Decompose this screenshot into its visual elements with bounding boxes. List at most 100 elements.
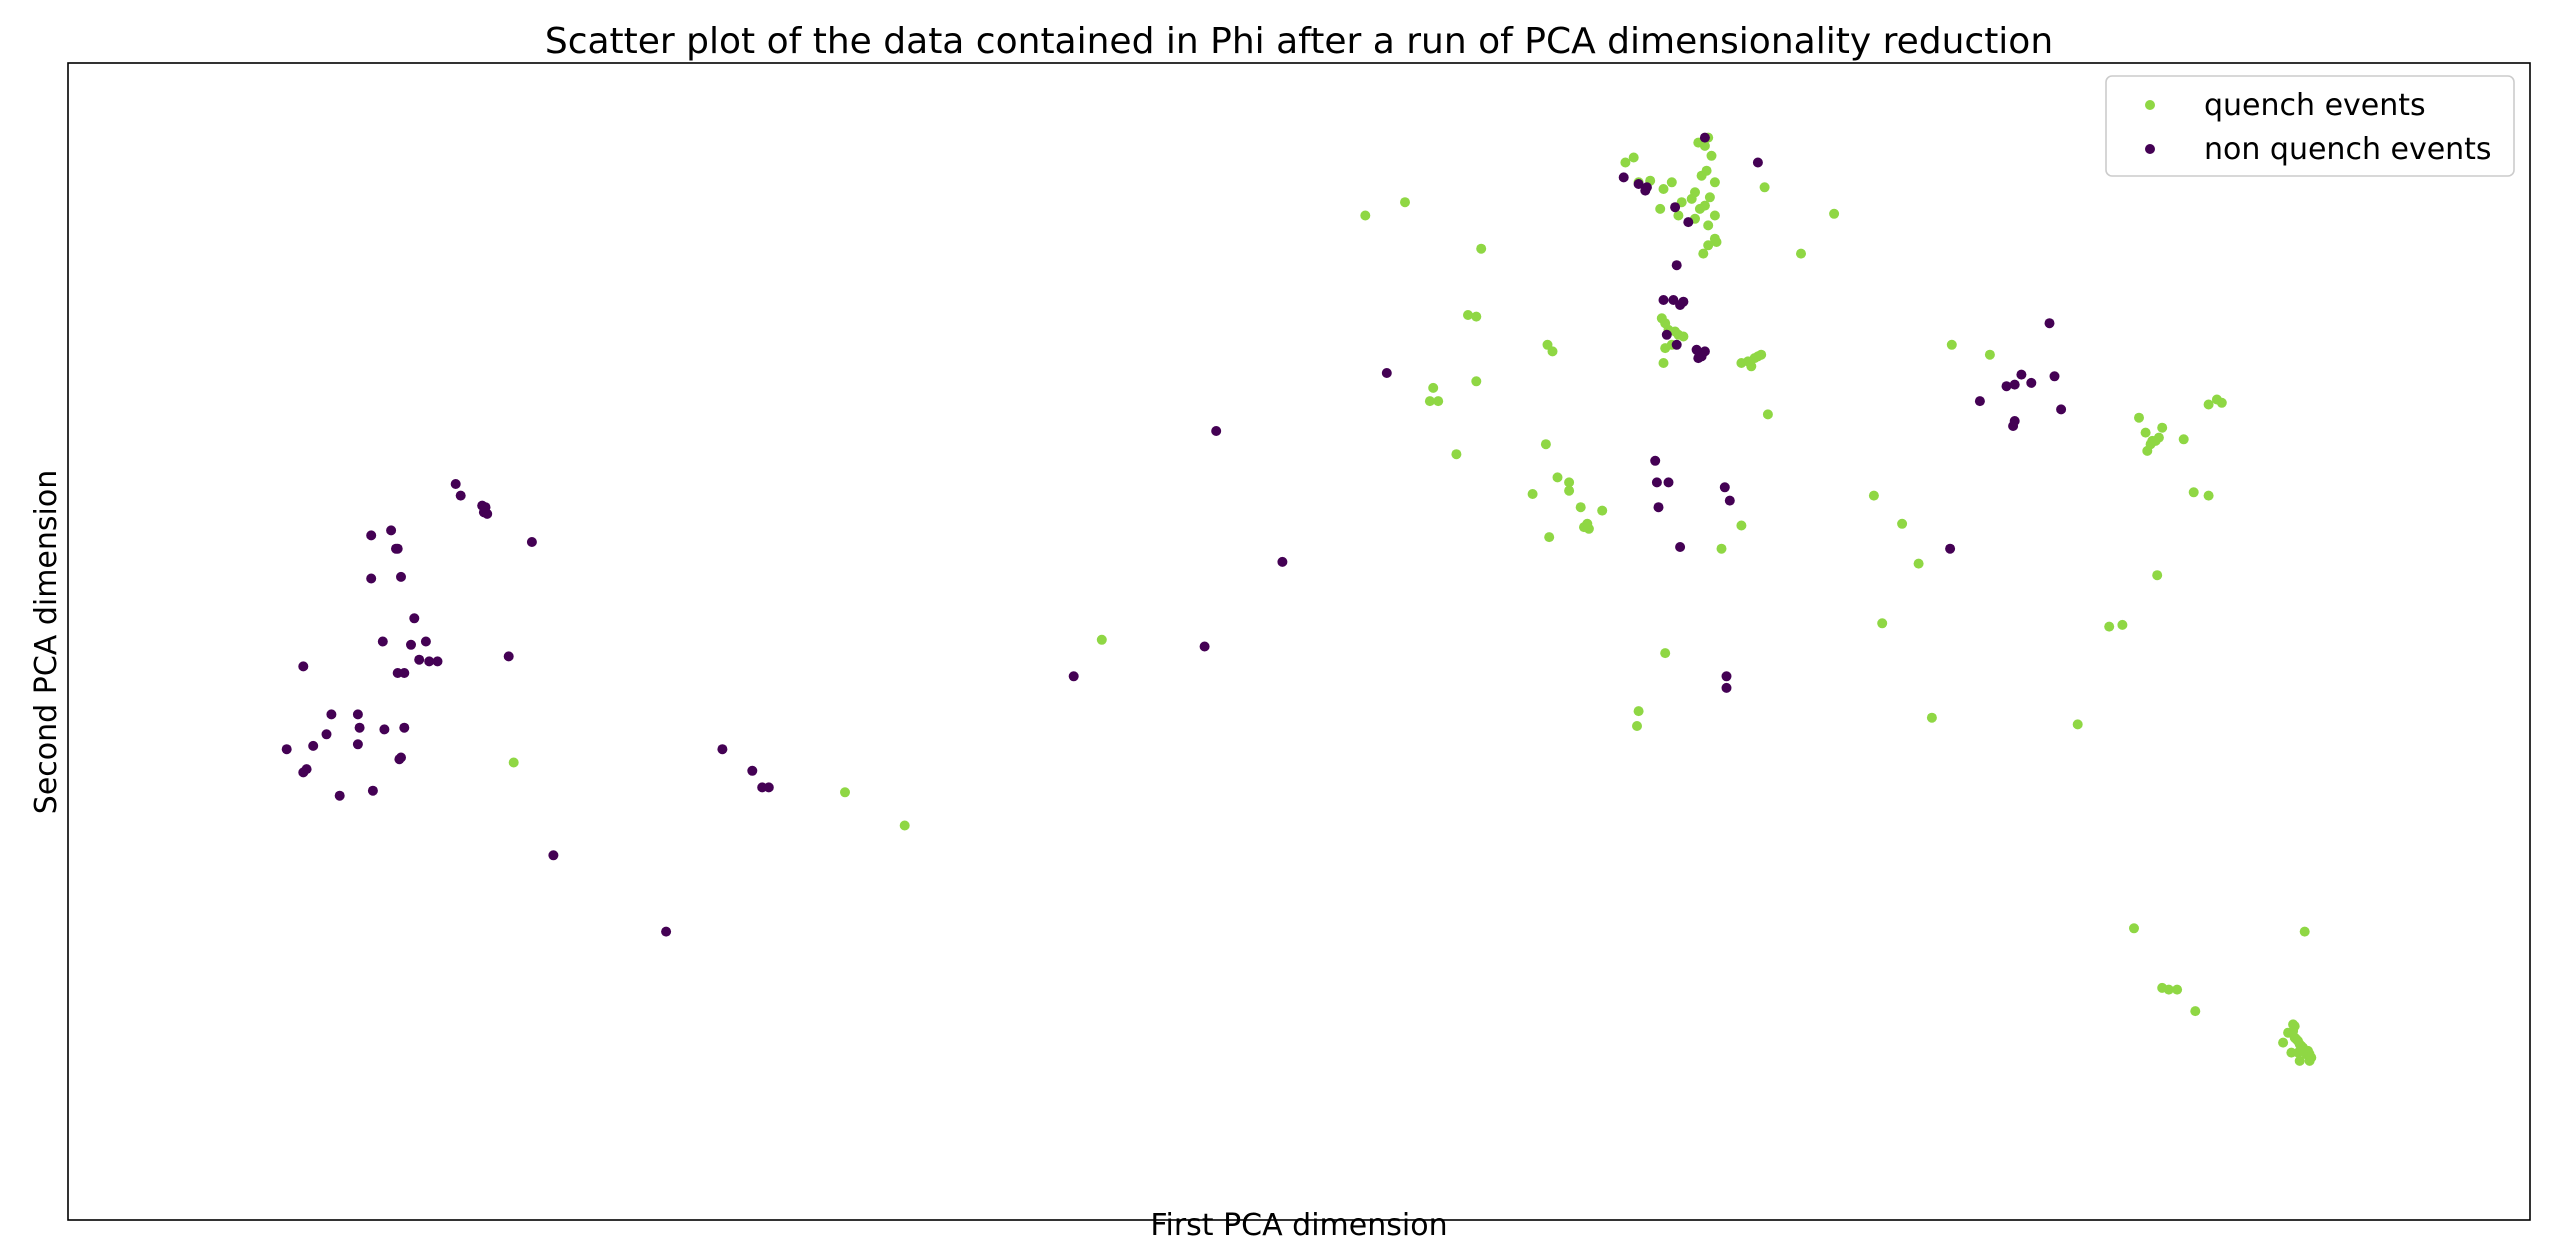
point-non-quench-events-29 bbox=[406, 639, 416, 650]
point-quench-events-48 bbox=[1698, 248, 1709, 259]
point-non-quench-events-45 bbox=[1068, 671, 1079, 682]
legend-label-non-quench-events: non quench events bbox=[2204, 132, 2492, 167]
point-non-quench-events-42 bbox=[747, 765, 758, 776]
point-non-quench-events-3 bbox=[298, 767, 309, 778]
point-quench-events-98 bbox=[2072, 719, 2083, 730]
point-quench-events-80 bbox=[1984, 349, 1995, 360]
point-non-quench-events-88 bbox=[1945, 543, 1956, 554]
point-non-quench-events-68 bbox=[1691, 344, 1702, 355]
point-quench-events-1 bbox=[840, 787, 850, 798]
point-quench-events-41 bbox=[1701, 165, 1712, 176]
point-quench-events-78 bbox=[1926, 712, 1937, 723]
point-non-quench-events-9 bbox=[352, 709, 363, 720]
point-quench-events-15 bbox=[1547, 346, 1558, 357]
point-quench-events-53 bbox=[1690, 187, 1700, 198]
point-non-quench-events-36 bbox=[480, 502, 491, 513]
point-non-quench-events-74 bbox=[1719, 482, 1730, 493]
point-quench-events-73 bbox=[1762, 409, 1773, 420]
point-quench-events-108 bbox=[2190, 1006, 2201, 1017]
point-quench-events-95 bbox=[2104, 621, 2115, 632]
point-quench-events-106 bbox=[2163, 984, 2174, 995]
point-quench-events-0 bbox=[508, 757, 519, 768]
point-quench-events-42 bbox=[1704, 192, 1715, 203]
point-quench-events-2 bbox=[899, 820, 910, 831]
legend-box bbox=[2105, 75, 2515, 177]
point-non-quench-events-83 bbox=[2026, 377, 2037, 388]
point-non-quench-events-7 bbox=[352, 739, 363, 750]
point-quench-events-22 bbox=[1575, 502, 1586, 513]
point-non-quench-events-38 bbox=[526, 537, 537, 547]
point-non-quench-events-25 bbox=[392, 543, 403, 554]
point-quench-events-16 bbox=[1540, 439, 1551, 450]
point-quench-events-12 bbox=[1471, 376, 1482, 387]
point-non-quench-events-70 bbox=[1651, 477, 1662, 488]
point-quench-events-28 bbox=[1620, 157, 1631, 168]
point-quench-events-94 bbox=[2203, 490, 2214, 501]
point-non-quench-events-53 bbox=[1641, 182, 1652, 193]
point-quench-events-5 bbox=[1400, 197, 1410, 208]
point-quench-events-31 bbox=[1655, 203, 1666, 214]
point-non-quench-events-57 bbox=[1683, 217, 1694, 228]
point-non-quench-events-69 bbox=[1650, 455, 1661, 466]
point-quench-events-7 bbox=[1463, 310, 1473, 320]
point-non-quench-events-8 bbox=[334, 790, 345, 801]
point-quench-events-3 bbox=[1096, 634, 1107, 645]
point-quench-events-90 bbox=[2203, 399, 2214, 410]
point-quench-events-92 bbox=[2216, 397, 2227, 408]
point-non-quench-events-26 bbox=[409, 613, 420, 624]
point-non-quench-events-15 bbox=[399, 722, 410, 733]
point-non-quench-events-82 bbox=[2044, 318, 2055, 329]
point-non-quench-events-21 bbox=[366, 573, 377, 584]
point-quench-events-66 bbox=[1658, 358, 1669, 368]
point-quench-events-11 bbox=[1433, 396, 1444, 407]
point-non-quench-events-85 bbox=[2056, 404, 2067, 415]
point-non-quench-events-80 bbox=[2009, 379, 2020, 390]
y-axis-label: Second PCA dimension bbox=[29, 470, 64, 814]
point-quench-events-33 bbox=[1666, 177, 1677, 188]
legend: quench events non quench events bbox=[2105, 75, 2515, 177]
point-quench-events-126 bbox=[2306, 1052, 2317, 1063]
x-axis-label: First PCA dimension bbox=[1150, 1208, 1447, 1243]
point-non-quench-events-28 bbox=[424, 656, 435, 667]
point-non-quench-events-71 bbox=[1653, 502, 1664, 513]
point-non-quench-events-78 bbox=[1974, 396, 1985, 407]
point-quench-events-104 bbox=[2129, 923, 2139, 934]
point-non-quench-events-75 bbox=[1724, 495, 1735, 506]
point-quench-events-20 bbox=[1527, 489, 1538, 499]
point-quench-events-4 bbox=[1360, 210, 1371, 221]
point-non-quench-events-24 bbox=[396, 571, 406, 582]
point-quench-events-100 bbox=[1716, 543, 1727, 554]
point-quench-events-102 bbox=[1660, 648, 1671, 659]
point-non-quench-events-63 bbox=[1661, 329, 1672, 340]
point-non-quench-events-56 bbox=[1752, 157, 1763, 168]
point-non-quench-events-6 bbox=[326, 709, 337, 720]
point-quench-events-93 bbox=[2188, 487, 2199, 498]
points-layer bbox=[281, 132, 2317, 1066]
point-non-quench-events-77 bbox=[1721, 682, 1732, 693]
point-quench-events-77 bbox=[1877, 618, 1888, 629]
point-non-quench-events-50 bbox=[1618, 172, 1629, 183]
point-non-quench-events-41 bbox=[717, 744, 728, 755]
point-non-quench-events-61 bbox=[1678, 296, 1689, 307]
point-quench-events-51 bbox=[1699, 200, 1710, 211]
point-quench-events-82 bbox=[2140, 427, 2151, 438]
point-non-quench-events-52 bbox=[1633, 179, 1644, 189]
point-non-quench-events-81 bbox=[2016, 369, 2027, 380]
point-quench-events-54 bbox=[1703, 240, 1714, 251]
point-non-quench-events-55 bbox=[1699, 132, 1710, 143]
point-quench-events-46 bbox=[1703, 220, 1714, 231]
point-non-quench-events-30 bbox=[432, 656, 443, 667]
point-quench-events-17 bbox=[1564, 477, 1575, 488]
point-quench-events-96 bbox=[2117, 619, 2128, 630]
point-quench-events-43 bbox=[1709, 177, 1720, 188]
point-non-quench-events-73 bbox=[1675, 542, 1686, 552]
point-non-quench-events-72 bbox=[1663, 477, 1674, 488]
point-quench-events-97 bbox=[2152, 570, 2163, 581]
point-non-quench-events-46 bbox=[1199, 641, 1210, 652]
point-non-quench-events-44 bbox=[763, 782, 774, 793]
point-non-quench-events-19 bbox=[366, 530, 377, 541]
point-quench-events-35 bbox=[1673, 210, 1684, 221]
point-quench-events-86 bbox=[2142, 445, 2153, 456]
point-quench-events-56 bbox=[1829, 208, 1840, 219]
